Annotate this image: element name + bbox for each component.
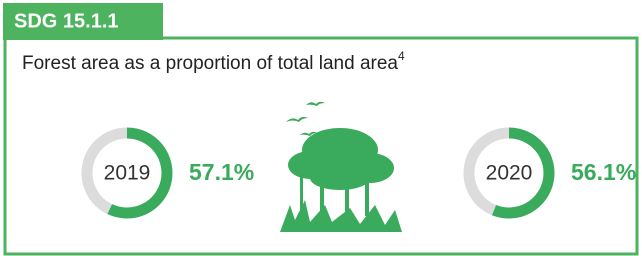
infographic: SDG 15.1.1 Forest area as a proportion o… xyxy=(0,0,642,256)
badge: SDG 15.1.1 xyxy=(14,10,119,32)
center-label: 2020 xyxy=(486,162,533,185)
footnote: 4 xyxy=(398,49,405,63)
center-label: 2019 xyxy=(104,162,151,185)
value-label: 56.1% xyxy=(571,159,636,185)
title: Forest area as a proportion of total lan… xyxy=(22,49,405,74)
value-label: 57.1% xyxy=(189,159,254,185)
page: SDG 15.1.1 Forest area as a proportion o… xyxy=(0,0,642,256)
title-text: Forest area as a proportion of total lan… xyxy=(22,53,398,74)
